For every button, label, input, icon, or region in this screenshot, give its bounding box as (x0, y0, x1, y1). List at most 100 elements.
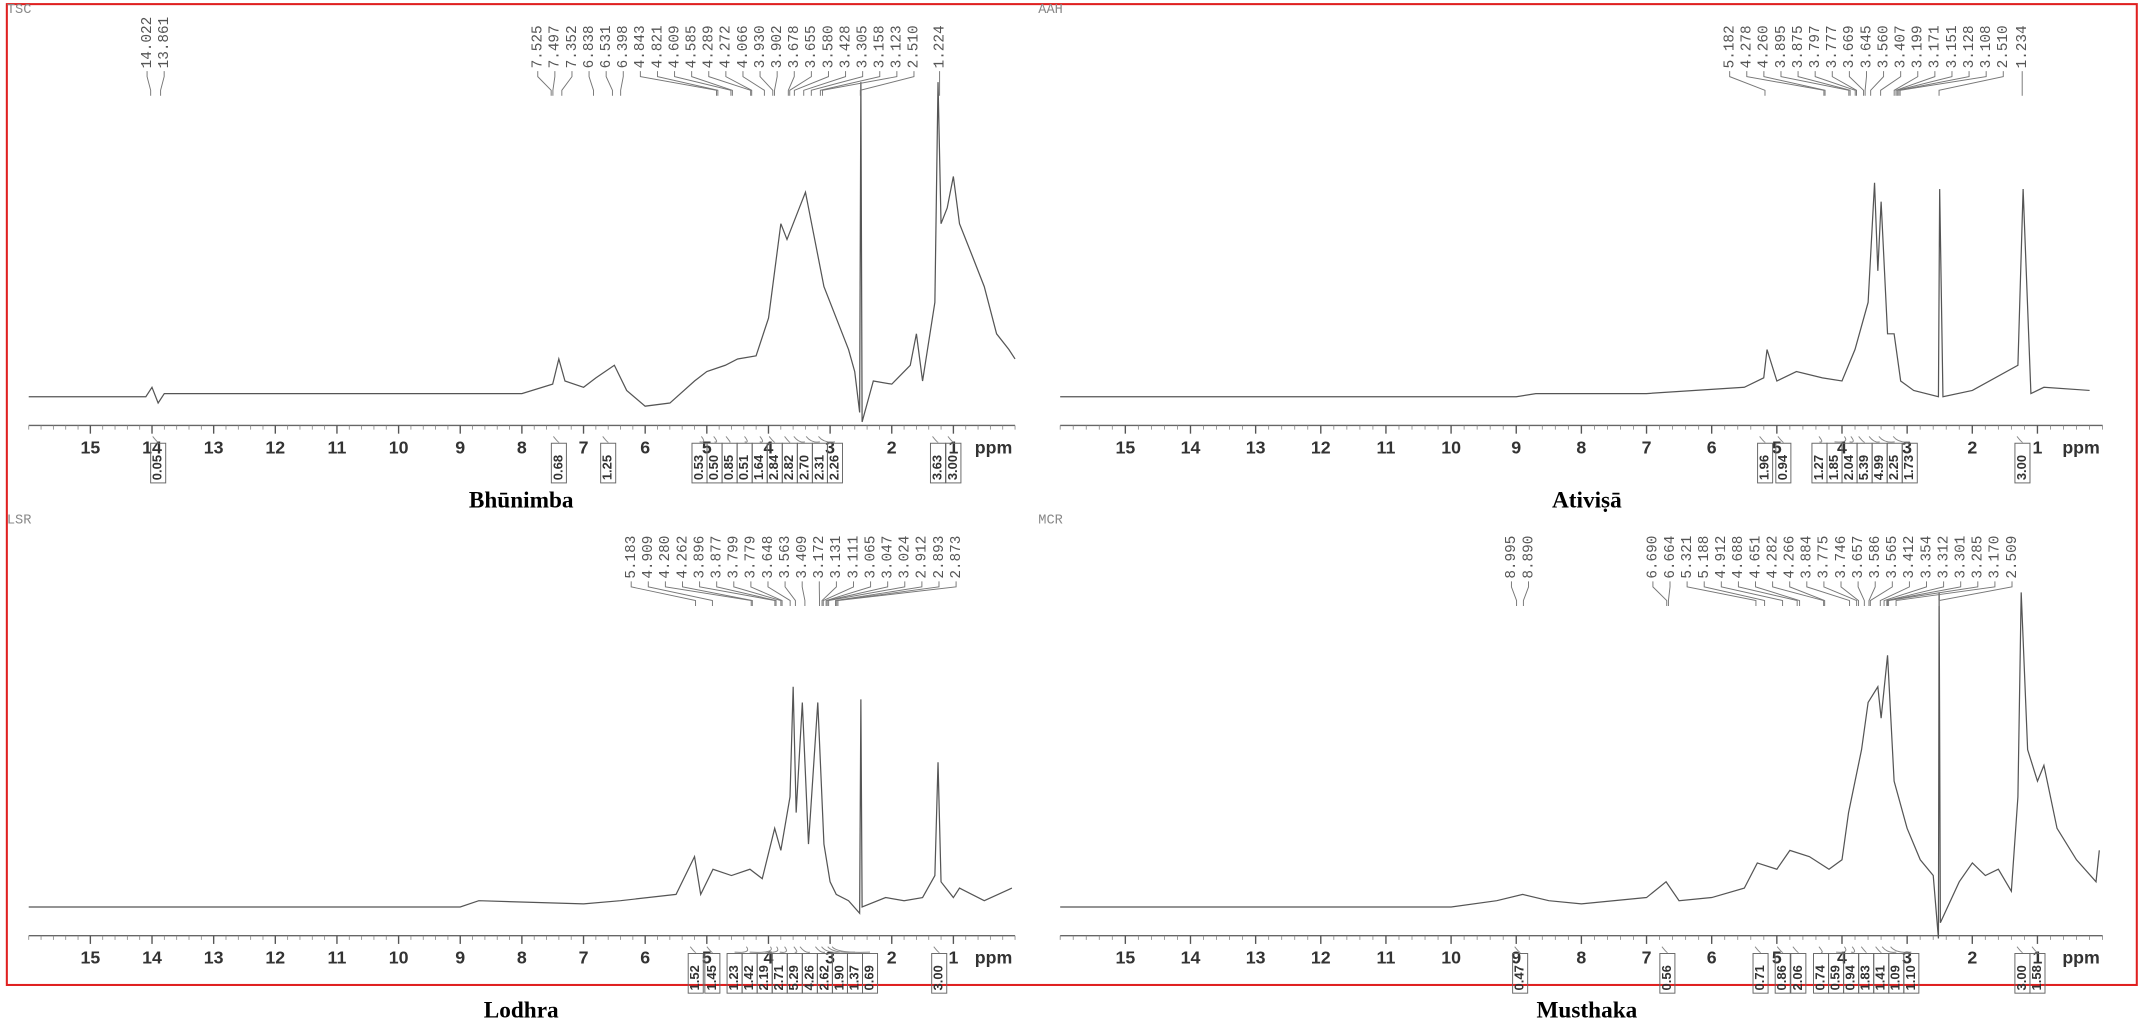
integral-label: 2.06 (1790, 965, 1805, 990)
peak-leader (648, 581, 712, 606)
peak-label: 3.777 (1825, 25, 1841, 68)
peak-leader (743, 71, 764, 96)
spectrum-title: Ativiṣā (1552, 487, 1622, 513)
peak-leader (760, 71, 773, 96)
peak-label: 4.278 (1740, 25, 1756, 68)
integral-bracket (815, 947, 824, 953)
peak-label: 3.669 (1842, 25, 1858, 68)
peak-leader (1721, 581, 1782, 606)
peak-label: 3.047 (880, 536, 896, 579)
integral-label: 1.25 (600, 455, 615, 480)
peak-leader (860, 71, 914, 96)
integral-label: 0.59 (1828, 965, 1843, 990)
peak-leader (1939, 71, 2003, 96)
peak-label: 3.305 (855, 25, 871, 68)
x-axis-label: ppm (975, 948, 1013, 968)
peak-label: 3.158 (873, 25, 889, 68)
integral-label: 3.00 (2014, 965, 2029, 990)
x-tick-label: 9 (455, 437, 465, 457)
integral-bracket (2017, 436, 2022, 442)
integral-label: 2.84 (766, 454, 781, 480)
peak-label: 3.657 (1851, 536, 1867, 579)
spectrum-title: Musthaka (1536, 998, 1637, 1020)
peak-leader (751, 581, 782, 606)
peak-label: 5.321 (1680, 536, 1696, 579)
integral-label: 4.26 (801, 965, 816, 990)
integral-bracket (1760, 436, 1765, 442)
integral-label: 1.09 (1888, 965, 1903, 990)
peak-label: 4.821 (650, 25, 666, 68)
integral-bracket (1876, 947, 1882, 953)
x-tick-label: 1 (2032, 437, 2042, 457)
peak-leader (788, 71, 794, 96)
peak-label: 4.272 (719, 25, 735, 68)
peak-label: 3.170 (1988, 536, 2004, 579)
peak-label: 1.234 (2015, 25, 2031, 68)
x-tick-label: 11 (1377, 948, 1396, 968)
integral-label: 0.68 (550, 455, 565, 480)
peak-label: 3.171 (1928, 25, 1944, 68)
peak-leader (1889, 581, 1978, 606)
peak-label: 3.896 (692, 536, 708, 579)
peak-label: 3.655 (804, 25, 820, 68)
integral-label: 1.42 (741, 965, 756, 990)
integral-bracket (794, 436, 805, 442)
x-tick-label: 2 (887, 437, 897, 457)
peak-label: 3.412 (1902, 536, 1918, 579)
integral-label: 2.71 (771, 965, 786, 990)
peak-leader (631, 581, 695, 606)
integral-label: 0.94 (1843, 964, 1858, 990)
peak-leader (1896, 71, 1935, 96)
integral-bracket (1851, 947, 1855, 953)
peak-leader (606, 71, 612, 96)
peak-label: 4.266 (1783, 536, 1799, 579)
peak-label: 4.688 (1731, 536, 1747, 579)
integral-label: 1.52 (687, 965, 702, 990)
peak-label: 6.531 (599, 25, 615, 68)
peak-leader (804, 71, 846, 96)
peak-leader (1858, 581, 1864, 606)
x-tick-label: 10 (1441, 948, 1461, 968)
integral-label: 0.86 (1774, 965, 1789, 990)
peak-label: 3.131 (829, 536, 845, 579)
peak-label: 4.912 (1714, 536, 1730, 579)
peak-label: 4.280 (658, 536, 674, 579)
peak-label: 5.182 (1722, 25, 1738, 68)
peak-label: 5.183 (624, 536, 640, 579)
integral-bracket (1793, 947, 1798, 953)
peak-label: 3.407 (1893, 25, 1909, 68)
x-tick-label: 13 (204, 437, 224, 457)
integral-label: 1.27 (1811, 455, 1826, 480)
peak-leader (775, 71, 778, 96)
peak-label: 3.172 (812, 536, 828, 579)
peak-leader (161, 71, 165, 96)
integral-bracket (780, 947, 787, 953)
peak-label: 3.354 (1919, 536, 1935, 579)
x-tick-label: 6 (1707, 437, 1717, 457)
integral-label: 1.41 (1873, 965, 1888, 990)
integral-label: 2.04 (1841, 454, 1856, 480)
integral-label: 2.82 (781, 455, 796, 480)
peak-leader (147, 71, 151, 96)
peak-label: 3.797 (1808, 25, 1824, 68)
spectrum-code: LSR (7, 513, 32, 528)
peak-leader (1747, 71, 1824, 96)
integral-bracket (2017, 947, 2022, 953)
integral-label: 1.10 (1903, 965, 1918, 990)
peak-leader (734, 581, 781, 606)
peak-leader (811, 71, 862, 96)
integral-bracket (1662, 947, 1667, 953)
peak-label: 5.188 (1697, 536, 1713, 579)
integral-label: 4.99 (1871, 455, 1886, 480)
integral-label: 3.00 (2014, 455, 2029, 480)
x-tick-label: 13 (1246, 437, 1266, 457)
peak-leader (562, 71, 572, 96)
x-tick-label: 8 (1576, 948, 1586, 968)
integral-label: 1.58 (2029, 965, 2044, 990)
integral-label: 2.62 (816, 965, 831, 990)
x-tick-label: 2 (1967, 437, 1977, 457)
peak-label: 4.262 (675, 536, 691, 579)
peak-leader (1738, 581, 1797, 606)
peak-label: 3.123 (890, 25, 906, 68)
x-tick-label: 15 (80, 437, 100, 457)
